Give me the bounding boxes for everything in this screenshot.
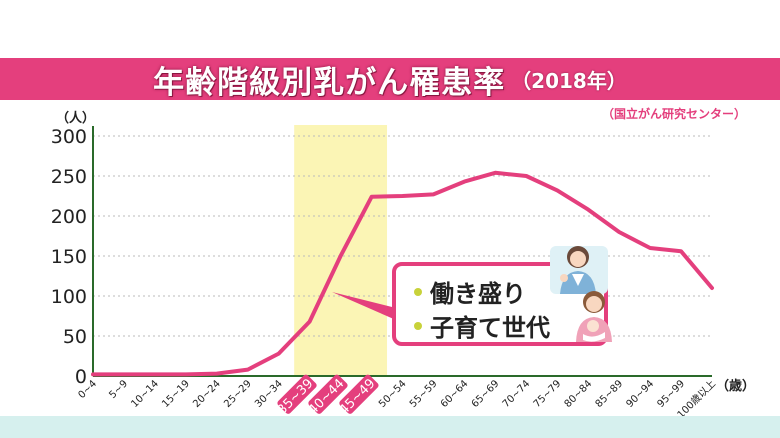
x-tick-text: 10~14 — [129, 378, 161, 410]
chart-title: 年齢階級別乳がん罹患率 （2018年） — [0, 58, 780, 101]
callout-line-1: 働き盛り — [414, 274, 526, 309]
bullet-dot-icon — [414, 321, 422, 330]
x-tick-label: 15~19 — [160, 378, 192, 410]
x-tick-label: 85~89 — [594, 378, 626, 410]
x-tick-text: 20~24 — [191, 378, 223, 410]
callout-pointer — [332, 292, 396, 320]
callout-text-2: 子育て世代 — [430, 314, 550, 342]
x-tick-text: 65~69 — [470, 378, 502, 410]
y-tick-label: 300 — [51, 126, 87, 148]
y-tick-label: 50 — [63, 326, 87, 348]
x-tick-text: 50~54 — [377, 378, 409, 410]
x-tick-text: 75~79 — [532, 378, 564, 410]
x-tick-text: 5~9 — [107, 378, 130, 401]
y-tick-label: 250 — [51, 166, 87, 188]
x-tick-text: 55~59 — [408, 378, 440, 410]
y-tick-label: 200 — [51, 206, 87, 228]
mother-baby-icon — [576, 291, 612, 342]
top-band — [0, 0, 780, 40]
bullet-dot-icon — [414, 287, 422, 296]
x-tick-label: 65~69 — [470, 378, 502, 410]
title-bar — [0, 58, 780, 100]
working-woman-icon — [550, 246, 608, 294]
x-axis-label: （歳） — [716, 378, 755, 394]
x-tick-text: 85~89 — [594, 378, 626, 410]
x-tick-text: 60~64 — [439, 378, 471, 410]
callout-line-2: 子育て世代 — [414, 308, 550, 343]
x-tick-text: 80~84 — [563, 378, 595, 410]
x-tick-text: 70~74 — [501, 378, 533, 410]
x-tick-text: 25~29 — [222, 378, 254, 410]
callout-text-1: 働き盛り — [430, 280, 526, 308]
title-main: 年齢階級別乳がん罹患率 — [153, 64, 506, 101]
source-label: （国立がん研究センター） — [601, 107, 746, 121]
x-tick-label: 25~29 — [222, 378, 254, 410]
y-tick-label: 100 — [51, 286, 87, 308]
x-tick-text: 90~94 — [625, 378, 657, 410]
x-tick-label: 60~64 — [439, 378, 471, 410]
x-tick-text: 15~19 — [160, 378, 192, 410]
title-year: （2018年） — [511, 68, 627, 93]
x-tick-label: 75~79 — [532, 378, 564, 410]
x-tick-label: 10~14 — [129, 378, 161, 410]
series-line — [91, 170, 714, 377]
x-tick-label: 5~9 — [107, 378, 130, 401]
highlight-band — [294, 125, 388, 376]
x-tick-label: 90~94 — [625, 378, 657, 410]
x-tick-label: 80~84 — [563, 378, 595, 410]
x-tick-highlight-bg — [308, 374, 348, 414]
x-tick-label: 70~74 — [501, 378, 533, 410]
x-tick-highlight-bg — [277, 374, 317, 414]
y-tick-label: 150 — [51, 246, 87, 268]
x-tick-label: 20~24 — [191, 378, 223, 410]
x-tick-label: 55~59 — [408, 378, 440, 410]
y-axis-label: （人） — [56, 110, 95, 126]
y-tick-label: 0 — [75, 366, 87, 388]
bottom-band — [0, 416, 780, 438]
x-tick-highlight-bg — [339, 374, 379, 414]
x-tick-label: 50~54 — [377, 378, 409, 410]
